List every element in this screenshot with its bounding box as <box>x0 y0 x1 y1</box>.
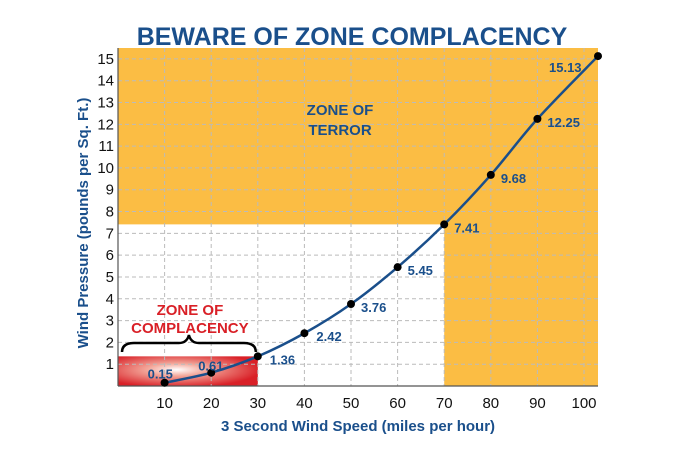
data-label: 9.68 <box>501 171 526 186</box>
y-tick-label: 8 <box>106 204 114 221</box>
x-tick-label: 30 <box>249 395 266 412</box>
data-point <box>594 52 602 61</box>
zone-of-terror-label: ZONE OF <box>307 102 374 119</box>
x-tick-label: 90 <box>529 395 546 412</box>
data-label: 3.76 <box>361 300 386 315</box>
data-label: 1.36 <box>270 352 295 367</box>
x-tick-label: 70 <box>436 395 453 412</box>
data-point <box>300 329 309 338</box>
x-tick-label: 20 <box>203 395 220 412</box>
y-tick-label: 11 <box>98 138 114 155</box>
zone-of-terror-label: TERROR <box>308 122 372 139</box>
x-axis-label: 3 Second Wind Speed (miles per hour) <box>221 418 495 435</box>
x-tick-label: 40 <box>296 395 313 412</box>
y-tick-label: 1 <box>106 356 114 373</box>
data-point <box>160 378 169 387</box>
chart-title: BEWARE OF ZONE COMPLACENCY <box>137 23 568 51</box>
data-label: 12.25 <box>547 115 580 130</box>
y-tick-label: 6 <box>106 247 114 264</box>
series-line <box>164 55 599 384</box>
y-tick-label: 14 <box>97 73 114 90</box>
data-point <box>207 368 216 377</box>
y-tick-label: 10 <box>97 160 114 177</box>
y-tick-label: 5 <box>106 269 114 286</box>
data-point <box>440 220 449 229</box>
y-axis-label: Wind Pressure (pounds per Sq. Ft.) <box>75 98 92 349</box>
y-tick-label: 4 <box>106 291 114 308</box>
data-point <box>347 300 356 309</box>
data-label: 5.45 <box>408 263 433 278</box>
y-tick-label: 12 <box>97 116 114 133</box>
data-label: 15.13 <box>549 60 582 75</box>
data-point <box>393 263 402 272</box>
data-label: 0.15 <box>148 367 173 382</box>
x-tick-label: 100 <box>572 395 597 412</box>
x-tick-label: 50 <box>343 395 360 412</box>
complacency-brace <box>120 334 258 353</box>
zone-of-complacency-label: COMPLACENCY <box>131 320 249 337</box>
y-tick-label: 15 <box>97 51 114 68</box>
zone-of-terror-area <box>118 48 598 386</box>
data-point <box>486 170 495 179</box>
x-tick-label: 10 <box>156 395 173 412</box>
y-tick-label: 7 <box>106 225 114 242</box>
data-label: 2.42 <box>316 329 341 344</box>
zone-of-complacency-label: ZONE OF <box>157 302 224 319</box>
data-label: 0.61 <box>198 359 223 374</box>
x-tick-label: 60 <box>389 395 406 412</box>
x-tick-label: 80 <box>482 395 499 412</box>
y-tick-label: 2 <box>106 334 114 351</box>
data-point <box>253 352 262 361</box>
y-tick-label: 13 <box>97 95 114 112</box>
y-tick-label: 3 <box>106 313 114 330</box>
zone-of-complacency-area <box>118 356 258 386</box>
data-label: 7.41 <box>454 220 479 235</box>
data-point <box>533 114 542 123</box>
y-tick-label: 9 <box>106 182 114 199</box>
